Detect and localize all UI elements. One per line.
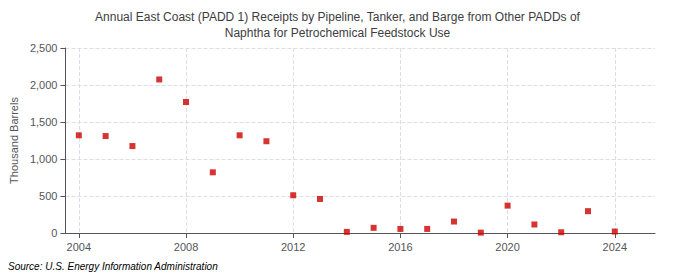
svg-text:2,000: 2,000 [30, 79, 58, 91]
svg-text:0: 0 [51, 227, 57, 239]
svg-text:2,500: 2,500 [30, 42, 58, 54]
svg-text:2020: 2020 [495, 241, 519, 253]
svg-text:Source: U.S. Energy Informatio: Source: U.S. Energy Information Administ… [8, 261, 218, 272]
svg-text:2008: 2008 [174, 241, 198, 253]
svg-text:Thousand Barrels: Thousand Barrels [8, 97, 20, 184]
svg-text:2012: 2012 [281, 241, 305, 253]
svg-text:1,500: 1,500 [30, 116, 58, 128]
svg-text:2024: 2024 [603, 241, 627, 253]
svg-text:500: 500 [39, 190, 57, 202]
svg-text:2016: 2016 [388, 241, 412, 253]
svg-text:1,000: 1,000 [30, 153, 58, 165]
svg-text:2004: 2004 [67, 241, 91, 253]
svg-text:Naphtha for Petrochemical Feed: Naphtha for Petrochemical Feedstock Use [225, 26, 451, 40]
svg-text:Annual East Coast (PADD 1) Rec: Annual East Coast (PADD 1) Receipts by P… [95, 10, 581, 24]
